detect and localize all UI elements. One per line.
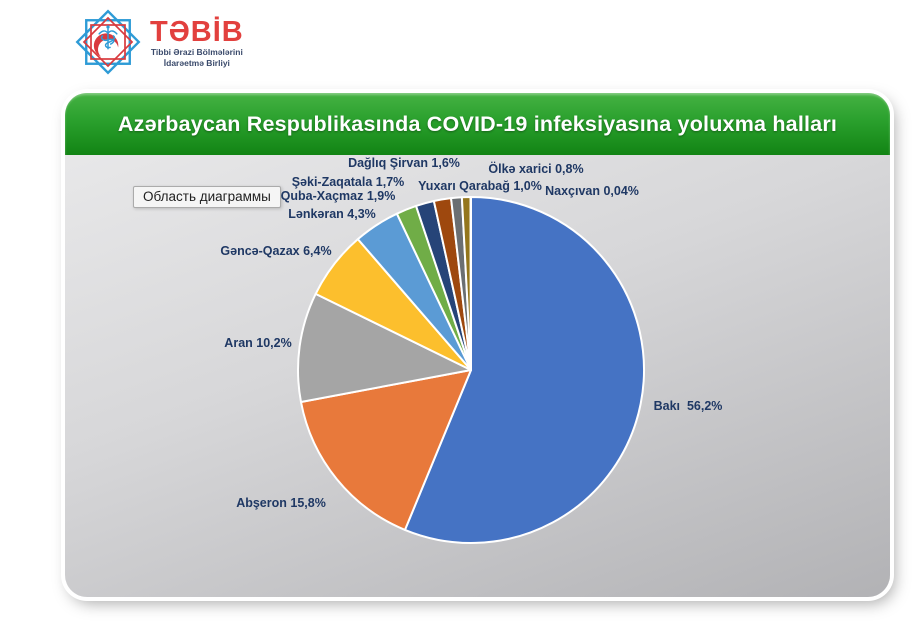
tabib-star-icon <box>75 9 141 75</box>
chart-card: Azərbaycan Respublikasında COVID-19 infe… <box>65 93 890 597</box>
caduceus-icon <box>98 25 118 50</box>
pie-slice-label: Naxçıvan 0,04% <box>545 184 639 199</box>
brand-subtitle-line1: Tibbi Ərazi Bölmələrini <box>150 47 243 57</box>
pie-slice[interactable] <box>297 292 472 403</box>
pie-slice-label: Ölkə xarici 0,8% <box>488 162 584 177</box>
tabib-logo: TƏBİB Tibbi Ərazi Bölmələrini İdarəetmə … <box>74 8 244 76</box>
pie-slice[interactable] <box>403 196 645 544</box>
pie-chart[interactable] <box>291 190 651 550</box>
pie-slice-label: Yuxarı Qarabağ 1,0% <box>418 179 542 194</box>
pie-slice[interactable] <box>299 369 472 531</box>
chart-title: Azərbaycan Respublikasında COVID-19 infe… <box>117 111 838 136</box>
pie-slice-label: Quba-Xaçmaz 1,9% <box>280 189 396 204</box>
chart-area-tooltip: Область диаграммы <box>133 186 281 208</box>
pie-slice-label: Şəki-Zaqatala 1,7% <box>291 175 405 190</box>
brand-name: TƏBİB <box>150 16 244 48</box>
brand-subtitle-line2: İdarəetmə Birliyi <box>163 57 230 68</box>
pie-slice-label: Lənkəran 4,3% <box>288 207 376 222</box>
pie-slice-label: Abşeron 15,8% <box>236 496 326 511</box>
chart-header-banner: Azərbaycan Respublikasında COVID-19 infe… <box>65 93 890 155</box>
pie-slice-label: Gəncə-Qazax 6,4% <box>220 244 332 259</box>
pie-slice-label: Aran 10,2% <box>224 336 292 351</box>
pie-slice-label: Dağlıq Şirvan 1,6% <box>348 156 460 171</box>
pie-slice-label: Bakı 56,2% <box>653 399 723 414</box>
